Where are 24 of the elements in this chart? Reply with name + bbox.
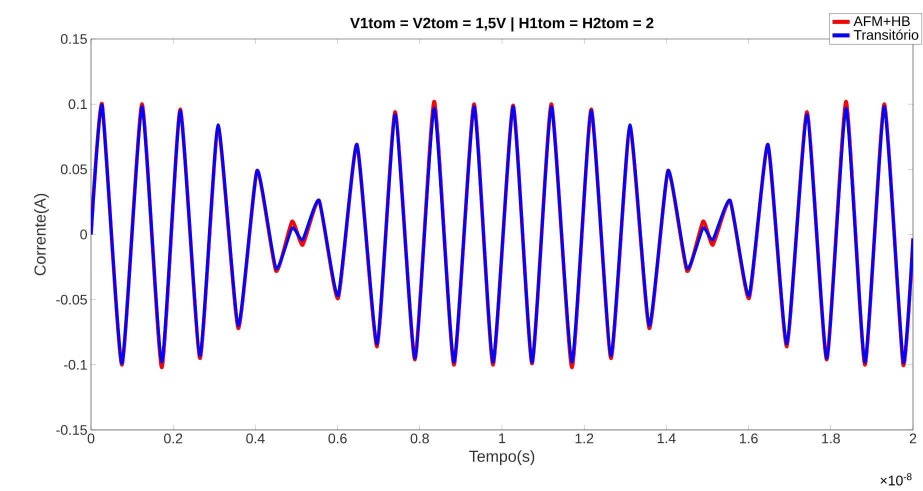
legend-label: Transitório: [854, 29, 918, 40]
y-tick-label: 0.15: [60, 34, 87, 44]
x-tick-label: 1.4: [658, 434, 676, 444]
x-tick-label: 1.2: [576, 433, 594, 444]
y-tick-label: -0.15: [56, 425, 87, 435]
x-tick-label: 2: [910, 433, 916, 444]
y-tick-label: 0.1: [68, 99, 87, 110]
x-tick-label: 1: [499, 434, 506, 444]
y-tick-label: -0.1: [64, 360, 87, 370]
text: ×10$^{-8}$: [880, 473, 912, 486]
x-tick-label: 1.6: [740, 433, 758, 444]
x-tick-label: 0: [88, 433, 94, 444]
x-tick-label: 0.6: [328, 433, 347, 444]
y-tick-label: 0: [80, 230, 87, 240]
legend-label: AFM+HB: [854, 16, 910, 26]
y-tick-label: 0.05: [60, 164, 87, 174]
chart-title: V1tom = V2tom = 1,5V | H1tom = H2tom = 2: [350, 17, 654, 32]
x-tick-label: 0.8: [410, 433, 429, 444]
x-tick-label: 1.8: [822, 433, 840, 444]
y-tick-label: -0.05: [56, 294, 87, 305]
x-tick-label: 0.2: [164, 433, 182, 444]
x-axis-title: Tempo(s): [469, 450, 534, 466]
x-tick-label: 0.4: [246, 433, 265, 444]
y-axis-title: Corrente(A): [34, 194, 49, 276]
